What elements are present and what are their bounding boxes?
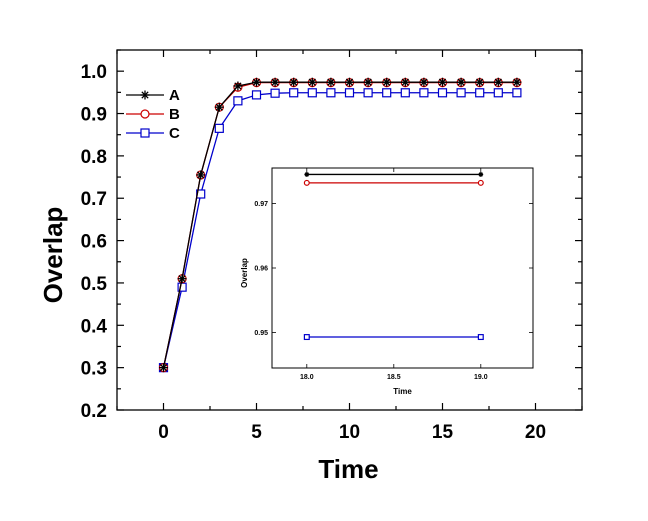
x-tick-label: 10 [339,422,360,443]
data-point-A [307,77,317,87]
data-point-C [289,88,299,98]
data-point-A [382,77,392,87]
legend-label-C: C [169,125,180,142]
x-tick-label: 20 [525,422,546,443]
data-point-A [456,77,466,87]
y-axis-title: Overlap [38,207,68,304]
main-plot: 0 5 10 15 20 0.2 0.3 0.4 0.5 0.6 0.7 0.8 0.9 1.0 Time O… [38,49,583,484]
inset-y-axis-title: Overlap [240,258,249,288]
inset-data-point-A [304,172,310,177]
data-point-C [344,88,355,98]
data-point-A [270,77,280,87]
y-tick-label: 0.3 [81,359,107,380]
y-tick-label: 0.2 [81,401,107,422]
legend-label-B: B [169,106,180,123]
x-tick-label: 0 [158,422,169,443]
y-tick-label: 0.7 [81,189,107,210]
inset-y-tick-label: 0.95 [254,330,268,337]
y-tick-label: 1.0 [81,62,107,83]
legend-marker-A [140,90,150,100]
data-point-A [345,77,354,87]
inset-x-tick-label: 19.0 [474,374,488,381]
data-point-A [475,77,485,87]
inset-series-B [303,179,484,186]
data-point-C [400,88,410,98]
data-point-C [363,88,373,98]
inset-x-axis-title: Time [393,387,412,396]
data-point-A [214,102,224,112]
inset-plot-frame [271,167,534,369]
inset-series-A [304,172,484,177]
x-tick-label: 5 [251,422,262,443]
data-point-A [289,77,299,87]
inset-plot: 18.0 18.5 19.0 0.95 0.96 0.97 Time Overlap [240,167,534,396]
data-point-A [400,77,410,87]
data-point-A [326,77,336,87]
series-C [158,88,522,373]
data-point-C [493,88,503,98]
data-point-C [456,88,466,98]
inset-data-point-A [478,172,484,177]
data-point-A [252,77,261,87]
inset-x-tick-label: 18.0 [300,374,314,381]
data-point-C [326,88,336,98]
x-tick-label: 15 [432,422,454,443]
legend: ABC [126,87,180,142]
y-tick-label: 0.5 [81,274,108,295]
data-point-A [363,77,373,87]
y-tick-label: 0.4 [81,316,108,337]
data-point-C [251,90,262,100]
data-point-A [233,81,243,91]
inset-data-point-B [477,179,484,186]
data-point-C [512,88,522,98]
y-tick-label: 0.6 [81,232,107,253]
legend-label-A: A [169,87,180,104]
data-point-A [196,170,206,180]
legend-marker-B [140,109,150,119]
data-point-A [512,77,522,87]
inset-data-point-C [477,334,484,341]
data-point-A [419,77,429,87]
data-point-C [233,96,243,106]
data-point-A [159,363,168,373]
inset-x-tick-label: 18.5 [387,374,401,381]
y-tick-label: 0.9 [81,105,107,126]
inset-data-point-B [303,179,310,186]
inset-data-point-C [303,334,310,341]
x-axis-title: Time [318,454,378,484]
inset-y-tick-label: 0.97 [254,201,268,208]
data-point-A [177,274,187,284]
series-A [159,77,522,373]
data-point-C [437,88,448,98]
data-point-A [438,77,447,87]
y-tick-label: 0.8 [81,147,107,168]
data-point-C [475,88,485,98]
data-point-C [307,88,317,98]
legend-marker-C [140,128,150,138]
inset-y-tick-label: 0.96 [254,266,268,273]
inset-series-C [303,334,484,341]
data-point-A [493,77,503,87]
data-point-C [382,88,392,98]
data-point-C [270,88,280,98]
data-point-C [419,88,429,98]
data-point-C [214,123,224,133]
